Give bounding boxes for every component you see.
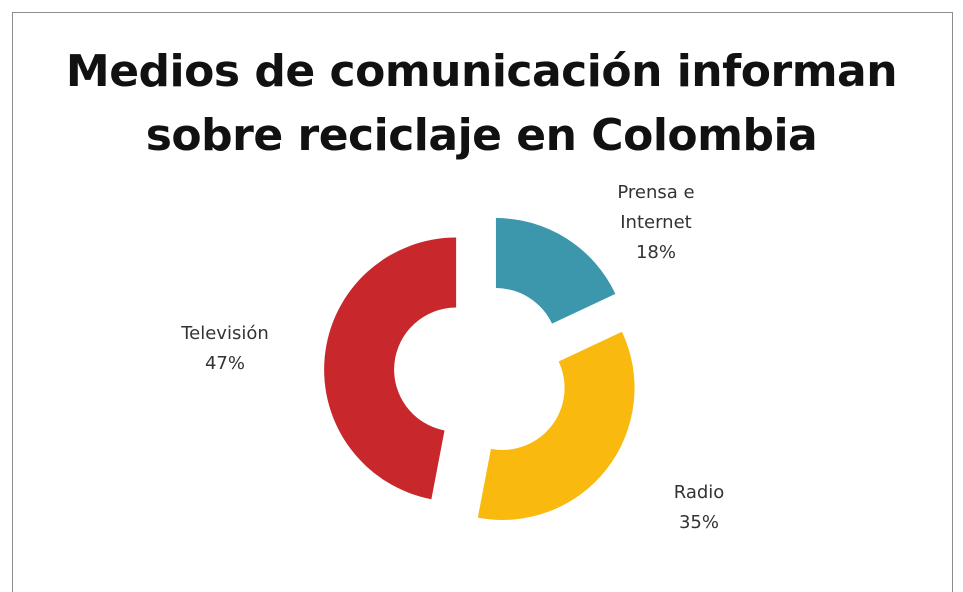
slice-category-label: Internet [620, 212, 691, 233]
slice-category-label: Televisión [180, 323, 269, 344]
slice-category-label: Prensa e [617, 182, 694, 203]
slice-value-label: 18% [636, 242, 676, 263]
slice-label-3: Televisión 47% [180, 323, 269, 374]
slice-label-1: Prensa e Internet 18% [617, 182, 694, 263]
slice-category-label: Radio [674, 482, 725, 503]
doughnut-slice-2 [477, 331, 635, 520]
doughnut-slice-1 [495, 218, 616, 324]
doughnut-labels: Prensa e Internet 18% Radio 35% Televisión 47% [180, 182, 724, 533]
chart-title-line-1: Medios de comunicación informan [65, 46, 898, 97]
slice-label-2: Radio 35% [674, 482, 725, 533]
doughnut-slice-3 [324, 237, 457, 500]
doughnut-slices [324, 218, 635, 520]
chart-title-line-2: sobre reciclaje en Colombia [145, 110, 818, 161]
chart-title: Medios de comunicación informan sobre re… [0, 40, 963, 168]
slice-value-label: 35% [679, 512, 719, 533]
slice-value-label: 47% [205, 353, 245, 374]
